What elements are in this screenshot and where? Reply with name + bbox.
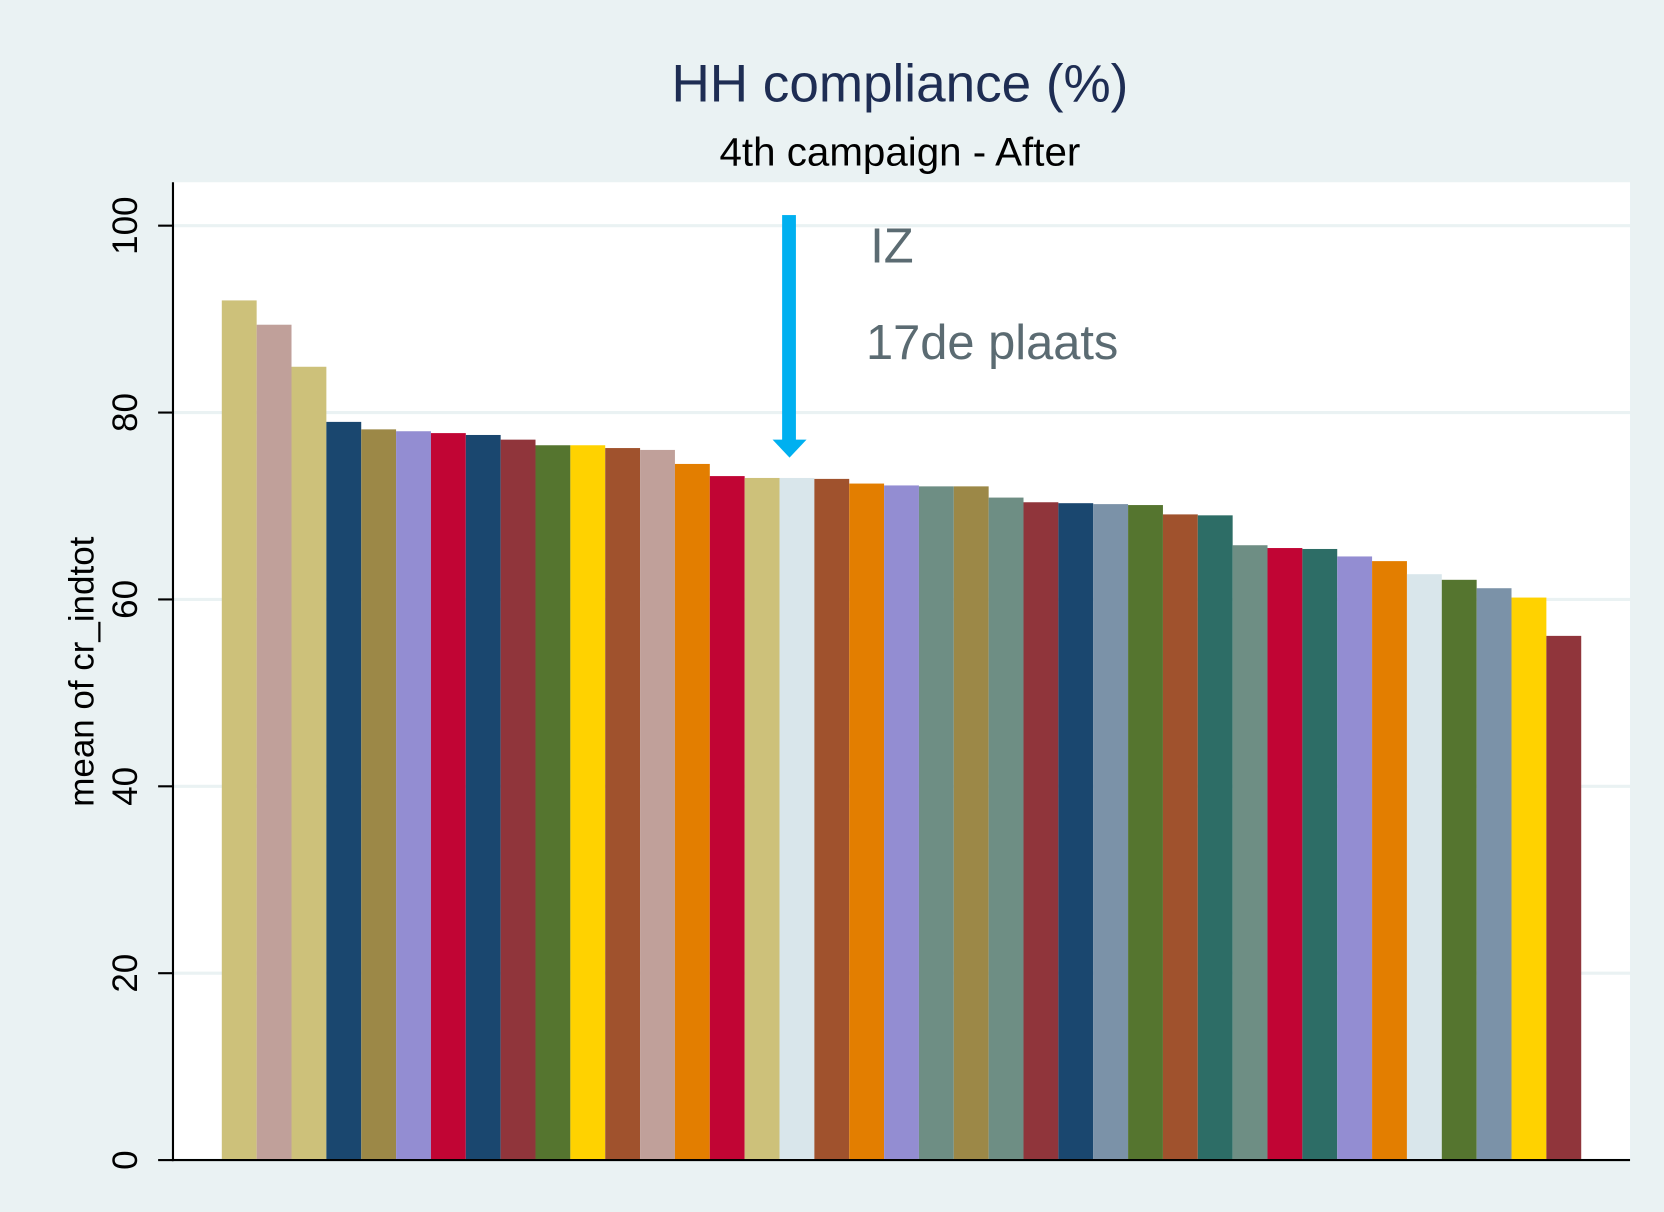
bar bbox=[1162, 514, 1198, 1161]
bar bbox=[1476, 588, 1512, 1161]
y-tick-label: 100 bbox=[106, 196, 145, 254]
bar bbox=[779, 477, 815, 1161]
bars bbox=[221, 300, 1582, 1161]
bar bbox=[1093, 504, 1129, 1161]
chart-title: HH compliance (%) bbox=[671, 55, 1128, 114]
bar bbox=[1267, 548, 1303, 1161]
annotation: 17de plaats bbox=[866, 316, 1118, 370]
bar bbox=[605, 448, 641, 1161]
y-axis-label: mean of cr_indtot bbox=[62, 536, 101, 806]
bar bbox=[326, 421, 362, 1161]
bar bbox=[1546, 635, 1582, 1161]
bar bbox=[361, 429, 397, 1161]
y-tick-label: 60 bbox=[106, 580, 145, 619]
bar bbox=[396, 431, 431, 1161]
bar bbox=[465, 434, 501, 1161]
bar bbox=[1302, 548, 1338, 1161]
bar bbox=[291, 366, 327, 1161]
bar bbox=[1023, 502, 1059, 1161]
bar bbox=[1511, 597, 1547, 1161]
chart-subtitle: 4th campaign - After bbox=[720, 129, 1081, 174]
bar bbox=[744, 477, 780, 1161]
bar bbox=[674, 463, 710, 1161]
bar bbox=[535, 445, 571, 1161]
bar bbox=[1406, 574, 1442, 1161]
bar bbox=[1197, 515, 1233, 1161]
bar bbox=[1441, 579, 1477, 1161]
y-tick-label: 0 bbox=[106, 1150, 145, 1169]
bar bbox=[918, 486, 954, 1161]
bar bbox=[1128, 505, 1163, 1161]
bar bbox=[500, 439, 536, 1161]
arrow-head bbox=[772, 439, 807, 458]
bar bbox=[570, 445, 606, 1161]
bar bbox=[1058, 503, 1094, 1161]
y-tick-label: 80 bbox=[106, 393, 145, 432]
bar bbox=[256, 324, 292, 1161]
bar bbox=[221, 300, 257, 1161]
bar bbox=[430, 433, 466, 1161]
bar bbox=[953, 486, 989, 1161]
bar bbox=[640, 449, 675, 1161]
arrow-shaft bbox=[782, 215, 796, 442]
bar bbox=[849, 483, 885, 1161]
y-tick-label: 40 bbox=[106, 767, 145, 806]
y-tick-label: 20 bbox=[106, 954, 145, 993]
bar bbox=[988, 497, 1024, 1161]
bar bbox=[1337, 556, 1373, 1161]
annotation: IZ bbox=[870, 220, 913, 274]
bar bbox=[709, 476, 745, 1161]
bar bbox=[1232, 545, 1268, 1161]
bar bbox=[1372, 561, 1407, 1161]
bar bbox=[884, 485, 919, 1161]
bar bbox=[814, 478, 850, 1161]
